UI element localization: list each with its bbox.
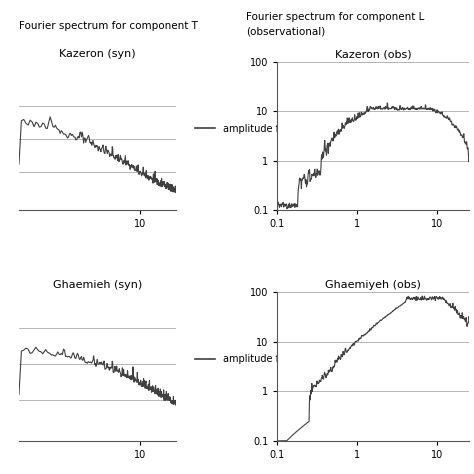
Title: Ghaemiyeh (obs): Ghaemiyeh (obs) <box>325 280 421 290</box>
Title: Kazeron (obs): Kazeron (obs) <box>335 49 411 59</box>
Legend: amplitude fourier: amplitude fourier <box>191 350 311 368</box>
Text: Fourier spectrum for component T: Fourier spectrum for component T <box>19 21 198 31</box>
Legend: amplitude fourier: amplitude fourier <box>191 119 311 137</box>
Text: Fourier spectrum for component L: Fourier spectrum for component L <box>246 12 425 22</box>
Text: (observational): (observational) <box>246 26 326 36</box>
Title: Kazeron (syn): Kazeron (syn) <box>59 49 136 59</box>
Title: Ghaemieh (syn): Ghaemieh (syn) <box>53 280 142 290</box>
